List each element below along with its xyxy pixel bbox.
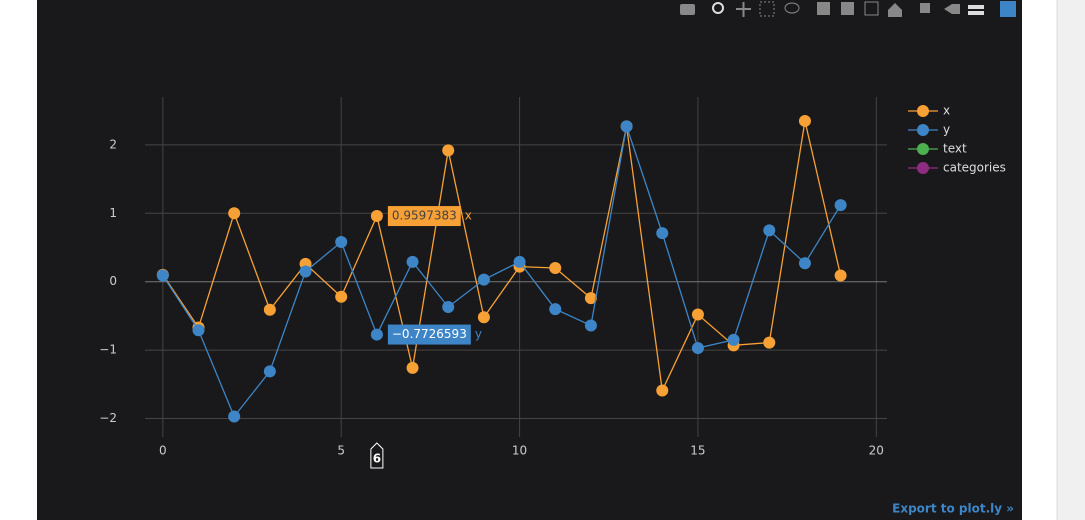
y-tick-label: −2 (99, 411, 117, 425)
marker (370, 210, 383, 223)
marker (370, 328, 383, 341)
marker (477, 311, 490, 324)
marker (228, 410, 241, 423)
marker (691, 308, 704, 321)
hover-box (387, 324, 471, 345)
marker (156, 269, 169, 282)
hover-value: −0.7726593 (392, 327, 467, 341)
marker (834, 199, 847, 212)
legend-label: categories (943, 161, 1006, 175)
series-line (162, 126, 842, 418)
marker (299, 265, 312, 278)
marker (620, 120, 633, 133)
legend-marker (917, 143, 929, 155)
x-hover-box (370, 442, 384, 469)
marker (727, 333, 740, 346)
marker (798, 257, 811, 270)
marker (763, 336, 776, 349)
hover-value: 0.9597383 (392, 209, 457, 223)
marker (335, 236, 348, 249)
x-tick-label: 10 (512, 444, 527, 458)
marker (584, 292, 597, 305)
marker (442, 144, 455, 157)
legend-label: text (943, 142, 967, 156)
pan-icon[interactable] (736, 2, 751, 17)
marker (406, 255, 419, 268)
lasso-icon[interactable] (784, 2, 800, 14)
marker (477, 273, 490, 286)
select-icon[interactable] (759, 1, 775, 17)
marker (656, 227, 669, 240)
legend-label: y (943, 123, 950, 137)
camera-icon[interactable] (680, 4, 695, 15)
marker (656, 384, 669, 397)
zoom-in-icon[interactable] (817, 2, 830, 15)
marker (834, 269, 847, 282)
hover-box (387, 206, 461, 227)
marker (549, 303, 562, 316)
marker (442, 301, 455, 314)
marker (549, 262, 562, 275)
y-tick-label: 1 (109, 206, 117, 220)
marker (335, 290, 348, 303)
toolbar (680, 1, 1016, 17)
spike-icon[interactable] (920, 3, 930, 13)
marker (798, 114, 811, 127)
plotly-logo[interactable] (1000, 1, 1016, 17)
hover-name: x (465, 209, 472, 223)
export-link[interactable]: Export to plot.ly » (892, 502, 1014, 516)
hover-label: 0.9597383 x (387, 206, 472, 227)
marker (228, 207, 241, 220)
legend-marker (917, 124, 929, 136)
marker (263, 365, 276, 378)
legend-marker (917, 162, 929, 174)
scrollbar (1057, 0, 1085, 520)
zoom-out-icon[interactable] (841, 2, 854, 15)
y-tick-label: 0 (109, 274, 117, 288)
marker (406, 361, 419, 374)
x-tick-label: 5 (337, 444, 345, 458)
legend-label: x (943, 104, 950, 118)
marker (691, 342, 704, 355)
autoscale-icon[interactable] (864, 1, 879, 16)
hover-name: y (475, 327, 482, 341)
zoom-icon[interactable] (712, 2, 724, 14)
x-tick-label: 20 (869, 444, 884, 458)
hover-closest-icon[interactable] (944, 4, 960, 14)
plot-background (37, 0, 1022, 520)
marker (763, 224, 776, 237)
y-tick-label: −1 (99, 343, 117, 357)
marker (584, 319, 597, 332)
marker (192, 324, 205, 337)
x-tick-label: 15 (690, 444, 705, 458)
reset-icon[interactable] (888, 3, 902, 17)
marker (513, 255, 526, 268)
x-tick-label: 0 (159, 444, 167, 458)
hover-label: −0.7726593 y (387, 324, 482, 345)
x-hover-label: 6 (373, 452, 381, 466)
y-tick-label: 2 (109, 137, 117, 151)
hover-compare-icon[interactable] (968, 5, 984, 15)
marker (263, 303, 276, 316)
legend-marker (917, 105, 929, 117)
